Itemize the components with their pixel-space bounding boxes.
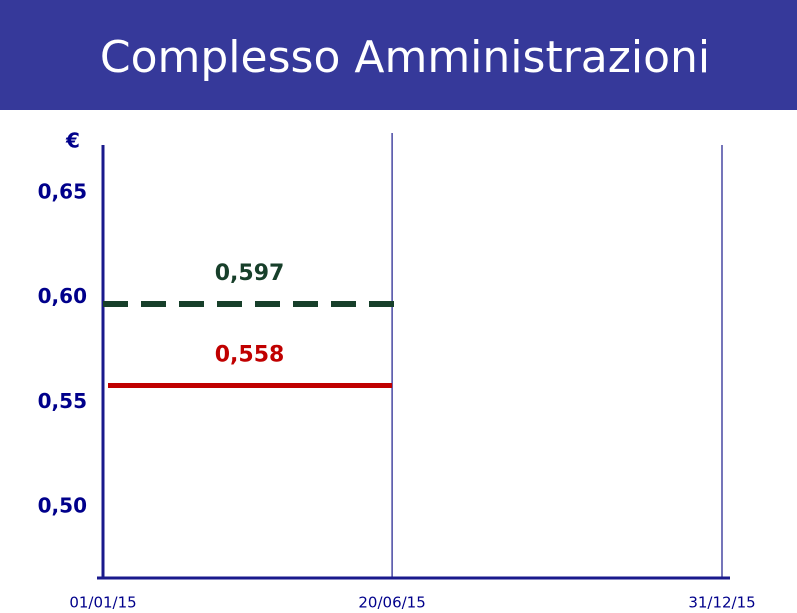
y-tick-label: 0,65	[38, 180, 87, 204]
x-tick-label: 31/12/15	[688, 594, 755, 612]
x-tick-label: 01/01/15	[69, 594, 136, 612]
chart-title: Complesso Amministrazioni	[100, 32, 710, 83]
x-tick-label: 20/06/15	[358, 594, 425, 612]
y-tick-label: 0,60	[38, 284, 87, 308]
y-unit: €	[65, 129, 80, 153]
value-label: 0,558	[215, 343, 285, 368]
y-tick-label: 0,50	[38, 493, 87, 517]
title-bar	[0, 0, 797, 110]
y-tick-label: 0,55	[38, 389, 87, 413]
value-label: 0,597	[215, 261, 285, 286]
